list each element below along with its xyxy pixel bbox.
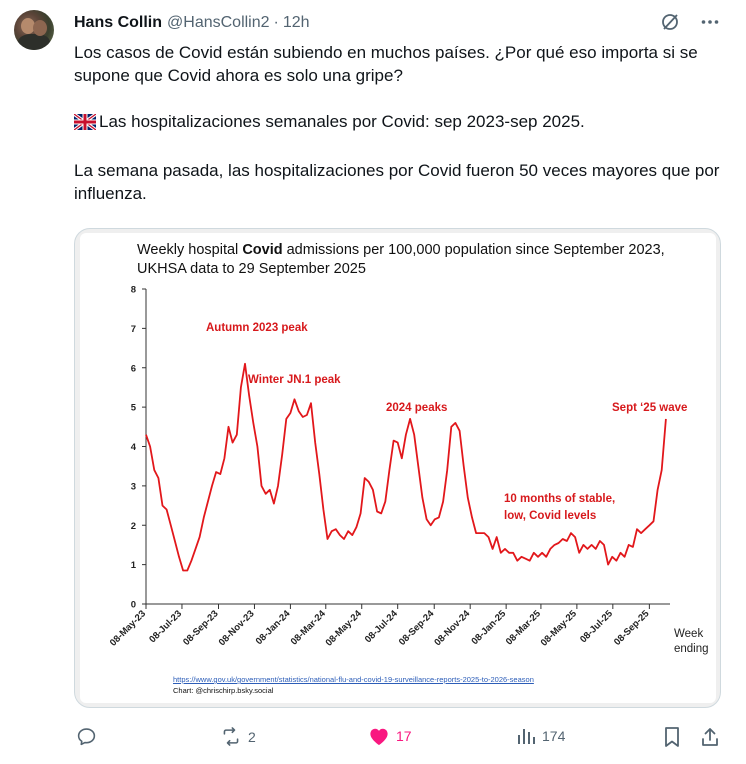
chart-annotation: 10 months of stable, bbox=[504, 493, 615, 505]
views-button[interactable]: 174 bbox=[516, 726, 565, 746]
x-tick-label: 08-Mar-25 bbox=[504, 608, 544, 648]
x-tick-label: 08-Jan-24 bbox=[254, 608, 293, 647]
x-axis-label: Week ending bbox=[674, 627, 709, 657]
views-icon bbox=[516, 726, 536, 746]
y-tick-label: 3 bbox=[131, 481, 136, 492]
retweet-icon bbox=[220, 726, 242, 747]
tweet-media[interactable]: Weekly hospital Covid admissions per 100… bbox=[74, 228, 721, 708]
x-tick-label: 08-Sep-25 bbox=[612, 608, 652, 648]
reply-icon bbox=[76, 726, 97, 747]
tweet-text: Los casos de Covid están subiendo en muc… bbox=[73, 41, 724, 228]
x-tick-label: 08-Sep-24 bbox=[397, 608, 437, 648]
like-button[interactable]: 17 bbox=[368, 726, 412, 746]
chart-annotation: 2024 peaks bbox=[386, 402, 447, 414]
y-tick-label: 1 bbox=[131, 560, 137, 571]
grok-icon[interactable] bbox=[660, 12, 680, 32]
x-tick-label: 08-Jul-23 bbox=[147, 608, 184, 645]
chart-annotation: Sept ‘25 wave bbox=[612, 402, 687, 414]
x-axis-label-line1: Week bbox=[674, 628, 704, 640]
share-button[interactable] bbox=[700, 726, 720, 748]
author-handle[interactable]: @HansCollin2 bbox=[167, 14, 270, 31]
x-tick-label: 08-Jul-24 bbox=[363, 608, 400, 645]
x-tick-label: 08-Sep-23 bbox=[181, 608, 221, 648]
chart-credit: Chart: @chrischirp.bsky.social bbox=[173, 686, 274, 695]
uk-flag-icon bbox=[73, 112, 97, 136]
chart-annotation: Winter JN.1 peak bbox=[248, 374, 341, 386]
heart-icon bbox=[368, 726, 390, 746]
y-tick-label: 2 bbox=[131, 521, 136, 532]
chart-title-pre: Weekly hospital bbox=[137, 242, 243, 258]
source-link[interactable]: https://www.gov.uk/government/statistics… bbox=[173, 675, 534, 684]
x-tick-label: 08-Mar-24 bbox=[289, 608, 329, 648]
covid-series-line bbox=[145, 362, 667, 572]
share-icon bbox=[700, 726, 720, 748]
tweet-paragraph: Las hospitalizaciones semanales por Covi… bbox=[73, 110, 724, 136]
x-axis-label-line2: ending bbox=[674, 643, 709, 655]
chart-annotation: low, Covid levels bbox=[504, 510, 596, 522]
chart-card: Weekly hospital Covid admissions per 100… bbox=[80, 233, 716, 703]
author-name[interactable]: Hans Collin bbox=[74, 14, 163, 31]
tweet-paragraph: Los casos de Covid están subiendo en muc… bbox=[74, 43, 698, 85]
chart-title-bold: Covid bbox=[242, 242, 283, 258]
retweet-button[interactable]: 2 bbox=[220, 726, 256, 747]
views-count: 174 bbox=[542, 728, 566, 744]
tweet-actions: 2 17 174 bbox=[0, 726, 746, 752]
tweet-paragraph-text: Las hospitalizaciones semanales por Covi… bbox=[99, 112, 585, 131]
tweet-paragraph: La semana pasada, las hospitalizaciones … bbox=[74, 161, 720, 203]
chart-annotation: Autumn 2023 peak bbox=[206, 322, 308, 334]
avatar[interactable] bbox=[14, 10, 54, 50]
chart-title: Weekly hospital Covid admissions per 100… bbox=[137, 241, 677, 279]
x-tick-label: 08-May-23 bbox=[108, 608, 148, 648]
bookmark-icon bbox=[662, 726, 682, 748]
x-tick-label: 08-May-24 bbox=[324, 608, 365, 649]
y-tick-label: 4 bbox=[131, 442, 137, 453]
x-tick-label: 08-Nov-24 bbox=[432, 608, 472, 648]
separator: · bbox=[273, 14, 279, 31]
bookmark-button[interactable] bbox=[662, 726, 682, 748]
retweet-count: 2 bbox=[248, 728, 256, 745]
more-icon[interactable] bbox=[700, 12, 720, 32]
chart-title-post: admissions per 100,000 population since … bbox=[137, 242, 665, 277]
top-actions bbox=[660, 12, 720, 32]
y-tick-label: 7 bbox=[131, 324, 136, 335]
x-tick-label: 08-Jul-25 bbox=[578, 608, 615, 645]
x-tick-label: 08-May-25 bbox=[539, 608, 580, 649]
like-count: 17 bbox=[396, 728, 412, 744]
x-tick-label: 08-Nov-23 bbox=[217, 608, 257, 648]
y-tick-label: 0 bbox=[131, 600, 136, 611]
tweet-header: Hans Collin @HansCollin2 · 12h bbox=[74, 12, 310, 34]
reply-button[interactable] bbox=[76, 726, 103, 747]
x-tick-label: 08-Jan-25 bbox=[469, 608, 508, 647]
y-tick-label: 5 bbox=[131, 403, 137, 414]
y-tick-label: 6 bbox=[131, 363, 136, 374]
timestamp[interactable]: 12h bbox=[282, 14, 310, 31]
y-tick-label: 8 bbox=[131, 285, 136, 296]
